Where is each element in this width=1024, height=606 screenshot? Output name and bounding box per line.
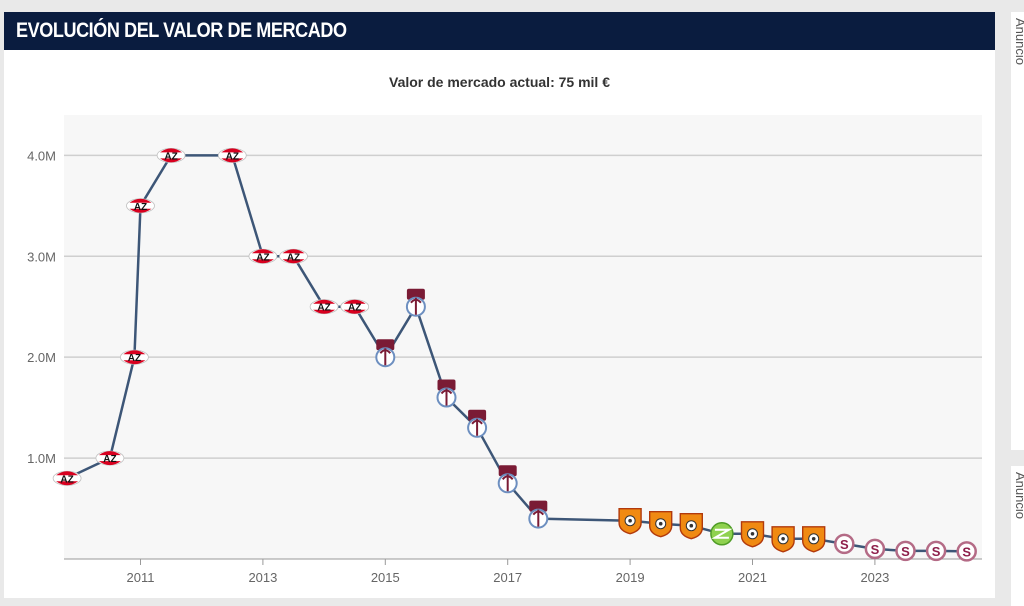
svg-text:S: S <box>962 544 971 559</box>
svg-text:AZ: AZ <box>256 252 269 263</box>
x-tick-label: 2011 <box>127 570 155 585</box>
trabzonspor-badge-icon[interactable] <box>467 409 488 438</box>
svg-text:AZ: AZ <box>317 303 330 314</box>
herediano-badge-icon[interactable] <box>802 526 826 553</box>
az-badge-icon[interactable]: AZ <box>217 147 247 163</box>
svg-text:AZ: AZ <box>348 303 361 314</box>
trabzonspor-badge-icon[interactable] <box>375 339 396 368</box>
trabzonspor-badge-icon[interactable] <box>405 288 426 317</box>
az-badge-icon[interactable]: AZ <box>52 470 82 486</box>
plot-area <box>64 115 982 559</box>
svg-text:AZ: AZ <box>134 202 147 213</box>
ad-label-top: Anuncio <box>1013 18 1024 65</box>
az-badge-icon[interactable]: AZ <box>126 198 155 214</box>
saprissa-badge-icon[interactable]: S <box>925 540 947 562</box>
market-value-card: EVOLUCIÓN DEL VALOR DE MERCADO Valor de … <box>4 12 995 598</box>
card-header: EVOLUCIÓN DEL VALOR DE MERCADO <box>4 12 995 50</box>
x-tick-label: 2015 <box>371 570 400 585</box>
svg-text:S: S <box>932 544 941 559</box>
market-value-line <box>66 154 967 553</box>
market-value-chart: 1.0M 2.0M 3.0M 4.0M 2011 2013 2015 2017 2019 2021… <box>27 115 982 585</box>
ad-slot-bottom: Anuncio <box>1011 466 1024 606</box>
saprissa-badge-icon[interactable]: S <box>864 538 886 560</box>
az-badge-icon[interactable]: AZ <box>119 349 149 365</box>
x-tick-label: 2013 <box>248 570 277 585</box>
x-tick-label: 2017 <box>493 570 522 585</box>
trabzonspor-badge-icon[interactable] <box>497 465 518 494</box>
x-tick-label: 2019 <box>616 570 645 585</box>
ad-slot-top: Anuncio <box>1011 12 1024 450</box>
card-title: EVOLUCIÓN DEL VALOR DE MERCADO <box>16 19 347 42</box>
svg-text:S: S <box>871 542 880 557</box>
az-badge-icon[interactable]: AZ <box>156 147 186 163</box>
current-market-value: Valor de mercado actual: 75 mil € <box>389 74 610 90</box>
svg-text:AZ: AZ <box>128 353 141 364</box>
svg-text:AZ: AZ <box>164 151 177 162</box>
az-badge-icon[interactable]: AZ <box>340 299 370 315</box>
saprissa-badge-icon[interactable]: S <box>895 540 916 562</box>
svg-text:AZ: AZ <box>103 454 116 465</box>
svg-text:AZ: AZ <box>60 474 73 485</box>
svg-text:AZ: AZ <box>226 151 239 162</box>
y-tick-label: 1.0M <box>27 451 56 466</box>
x-tick-label: 2023 <box>860 570 889 585</box>
saprissa-badge-icon[interactable]: S <box>956 541 977 562</box>
svg-text:AZ: AZ <box>287 252 300 263</box>
saprissa-badge-icon[interactable]: S <box>834 533 855 555</box>
y-tick-label: 4.0M <box>27 148 56 163</box>
az-badge-icon[interactable]: AZ <box>95 450 125 466</box>
herediano-badge-icon[interactable] <box>618 508 642 535</box>
az-badge-icon[interactable]: AZ <box>248 248 278 264</box>
trabzonspor-badge-icon[interactable] <box>528 500 549 529</box>
herediano-badge-icon[interactable] <box>740 521 765 548</box>
ad-label-bottom: Anuncio <box>1013 472 1024 519</box>
herediano-badge-icon[interactable] <box>649 511 673 538</box>
az-badge-icon[interactable]: AZ <box>309 299 339 315</box>
svg-text:S: S <box>840 537 849 552</box>
herediano-badge-icon[interactable] <box>771 526 795 553</box>
herediano-badge-icon[interactable] <box>679 513 703 540</box>
svg-text:S: S <box>901 544 910 559</box>
y-tick-label: 2.0M <box>27 350 56 365</box>
x-tick-label: 2021 <box>738 570 767 585</box>
y-tick-label: 3.0M <box>27 249 56 264</box>
trabzonspor-badge-icon[interactable] <box>436 379 457 408</box>
az-badge-icon[interactable]: AZ <box>279 248 308 264</box>
green-club-badge-icon[interactable] <box>710 522 734 546</box>
